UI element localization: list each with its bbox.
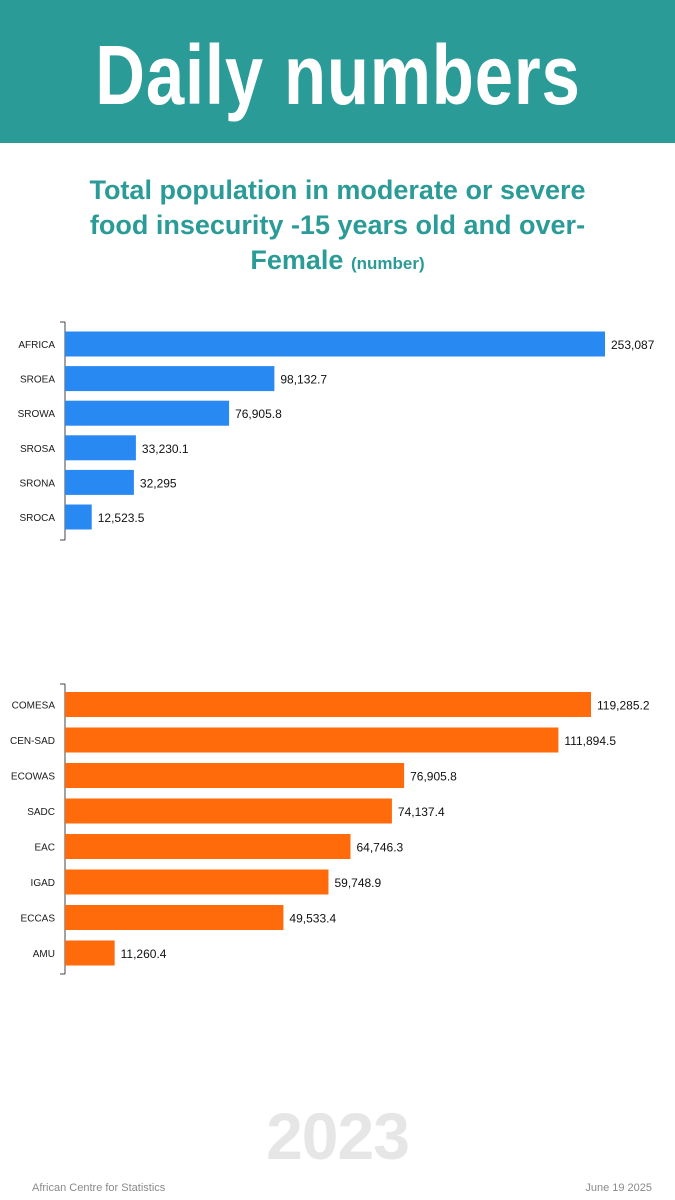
publish-date: June 19 2025 bbox=[585, 1182, 652, 1194]
value-label: 74,137.4 bbox=[398, 805, 445, 819]
bar-igad bbox=[65, 869, 329, 895]
category-label: EAC bbox=[34, 843, 55, 854]
chart-subtitle: Total population in moderate or severe f… bbox=[60, 173, 615, 281]
category-label: ECOWAS bbox=[11, 772, 55, 783]
bar-sroca bbox=[65, 504, 92, 530]
category-label: SROEA bbox=[20, 375, 55, 386]
source-credit: African Centre for Statistics bbox=[32, 1182, 166, 1194]
subtitle-unit: (number) bbox=[350, 254, 425, 273]
value-label: 119,285.2 bbox=[597, 699, 650, 713]
bar-cen-sad bbox=[65, 727, 559, 753]
value-label: 253,087 bbox=[611, 338, 655, 352]
value-label: 64,746.3 bbox=[357, 841, 404, 855]
bar-chart-regions: AFRICA 253,087 SROEA 98,132.7 SROWA 76,905.8 S… bbox=[18, 321, 655, 541]
bar-chart-recs: COMESA 119,285.2 CEN-SAD 111,894.5 ECOWAS 76,… bbox=[10, 683, 650, 975]
bar-sroea bbox=[65, 366, 275, 392]
header-banner: Daily numbers bbox=[0, 0, 675, 143]
bar-eccas bbox=[65, 905, 284, 930]
category-label: SROSA bbox=[20, 444, 55, 455]
bar-srosa bbox=[65, 435, 136, 461]
value-label: 59,748.9 bbox=[334, 876, 381, 890]
bar-srona bbox=[65, 469, 134, 495]
category-label: SROCA bbox=[19, 513, 55, 524]
category-label: CEN-SAD bbox=[10, 736, 55, 747]
category-label: AFRICA bbox=[18, 340, 55, 351]
value-label: 11,260.4 bbox=[121, 947, 167, 961]
value-label: 33,230.1 bbox=[142, 442, 189, 456]
bar-sadc bbox=[65, 798, 392, 824]
category-label: SROWA bbox=[18, 409, 56, 420]
value-label: 76,905.8 bbox=[410, 770, 457, 784]
value-label: 12,523.5 bbox=[98, 511, 145, 525]
subtitle-main: Total population in moderate or severe f… bbox=[89, 175, 586, 275]
page-title: Daily numbers bbox=[94, 27, 581, 122]
bar-africa bbox=[65, 331, 605, 357]
value-label: 32,295 bbox=[140, 476, 177, 490]
category-label: SADC bbox=[27, 807, 55, 818]
bar-srowa bbox=[65, 400, 230, 426]
value-label: 98,132.7 bbox=[280, 373, 327, 387]
value-label: 49,533.4 bbox=[289, 912, 336, 926]
year-label: 2023 bbox=[266, 1099, 410, 1173]
bar-ecowas bbox=[65, 763, 405, 788]
category-label: COMESA bbox=[12, 701, 56, 712]
category-label: IGAD bbox=[31, 878, 55, 889]
category-label: AMU bbox=[33, 949, 55, 960]
category-label: ECCAS bbox=[21, 914, 56, 925]
bar-amu bbox=[65, 940, 115, 966]
bar-eac bbox=[65, 834, 351, 859]
value-label: 111,894.5 bbox=[564, 734, 616, 748]
bar-comesa bbox=[65, 692, 591, 717]
value-label: 76,905.8 bbox=[235, 407, 282, 421]
category-label: SRONA bbox=[19, 478, 55, 489]
